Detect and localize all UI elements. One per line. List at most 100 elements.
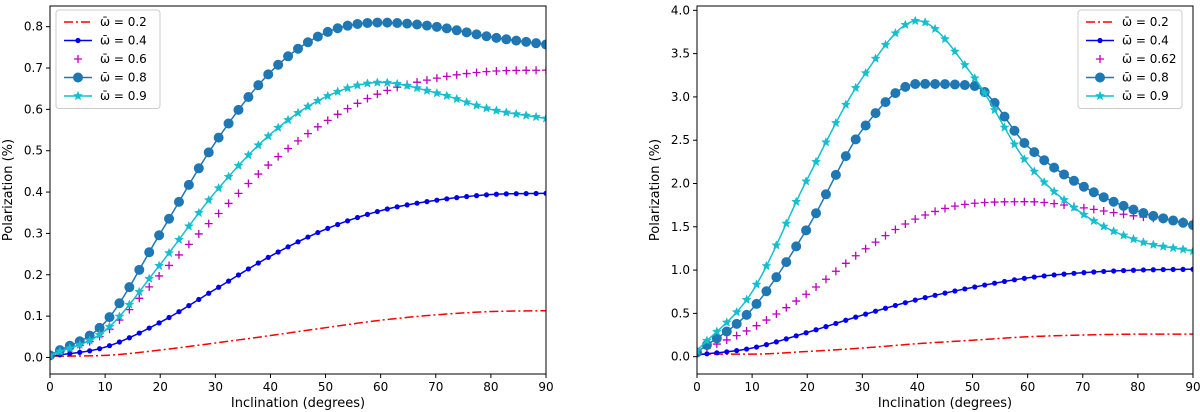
data-point	[332, 86, 343, 96]
data-point	[342, 82, 353, 93]
data-point	[441, 90, 452, 101]
data-point	[1049, 186, 1060, 196]
legend-label: ω̄ = 0.9	[1122, 89, 1169, 103]
legend-item: ω̄ = 0.8	[64, 71, 147, 85]
data-point	[761, 286, 772, 297]
data-point	[342, 20, 353, 31]
data-point	[823, 324, 829, 330]
x-tick-label: 30	[208, 380, 223, 394]
data-point	[352, 80, 363, 90]
legend-label: ω̄ = 0.4	[100, 34, 147, 48]
data-point	[992, 280, 998, 286]
data-point	[332, 23, 343, 34]
x-tick-label: 10	[97, 380, 112, 394]
x-tick-label: 0	[693, 380, 701, 394]
data-point	[322, 26, 333, 37]
legend-box	[1077, 9, 1183, 109]
data-point	[1130, 267, 1137, 273]
data-point	[980, 198, 989, 207]
y-tick-label: 0.4	[24, 185, 43, 199]
y-tick-label: 3.5	[671, 47, 690, 61]
data-point	[1108, 196, 1119, 207]
y-tick-label: 0.7	[24, 61, 43, 75]
data-point	[84, 335, 95, 345]
data-point	[382, 17, 393, 28]
data-point	[491, 105, 502, 115]
legend-label: ω̄ = 0.62	[1122, 52, 1176, 66]
legend-marker	[75, 37, 81, 44]
data-point	[343, 104, 352, 113]
data-point	[782, 303, 791, 312]
data-point	[910, 79, 921, 90]
data-point	[204, 219, 213, 228]
data-point	[313, 122, 322, 131]
data-point	[1138, 208, 1149, 219]
data-point	[1148, 210, 1159, 221]
data-point	[1187, 245, 1193, 256]
data-point	[820, 189, 831, 200]
data-point	[1059, 169, 1070, 180]
data-point	[464, 193, 470, 200]
data-point	[481, 31, 492, 42]
data-point	[1098, 221, 1109, 231]
series-line	[697, 268, 1193, 356]
data-point	[721, 326, 732, 337]
data-point	[763, 342, 770, 348]
x-tick-label: 20	[153, 380, 168, 394]
data-point	[949, 46, 960, 56]
x-tick-label: 80	[1130, 380, 1145, 394]
data-point	[850, 134, 861, 145]
legend-marker	[1096, 55, 1104, 63]
data-point	[1051, 272, 1057, 278]
legend-item: ω̄ = 0.4	[64, 34, 147, 48]
data-point	[811, 208, 822, 219]
data-point	[1089, 205, 1098, 214]
data-point	[1068, 175, 1079, 186]
data-point	[67, 350, 73, 357]
data-point	[454, 195, 460, 201]
data-point	[801, 225, 812, 236]
data-point	[135, 294, 144, 303]
data-point	[942, 290, 948, 296]
data-point	[921, 210, 930, 219]
data-point	[890, 88, 901, 99]
data-point	[146, 325, 152, 331]
series-line	[697, 333, 1193, 355]
data-point	[422, 76, 431, 85]
data-point	[362, 17, 373, 28]
data-point	[843, 317, 849, 323]
data-point	[940, 79, 951, 90]
data-point	[863, 311, 869, 317]
legend-marker	[1095, 72, 1106, 83]
legend-item: ω̄ = 0.8	[1086, 71, 1169, 85]
data-point	[511, 108, 522, 119]
data-point	[521, 36, 532, 47]
data-point	[1178, 244, 1189, 254]
data-point	[1138, 237, 1149, 247]
data-point	[920, 78, 931, 89]
data-point	[193, 163, 204, 174]
data-point	[292, 107, 304, 118]
data-point	[830, 169, 841, 180]
data-point	[1158, 241, 1169, 251]
data-point	[173, 196, 184, 207]
data-point	[932, 292, 938, 298]
data-point	[860, 120, 871, 131]
data-point	[402, 80, 413, 91]
series-line	[50, 192, 546, 357]
data-point	[1020, 197, 1029, 206]
data-point	[1158, 213, 1169, 224]
data-point	[186, 303, 192, 309]
data-point	[801, 176, 812, 186]
data-point	[501, 107, 512, 117]
data-point	[531, 38, 542, 49]
data-point	[473, 193, 480, 199]
data-point	[1150, 267, 1156, 273]
data-point	[704, 351, 710, 357]
data-point	[283, 114, 294, 125]
data-point	[264, 161, 273, 170]
data-point	[711, 326, 722, 336]
data-point	[295, 239, 301, 245]
data-point	[384, 206, 390, 212]
